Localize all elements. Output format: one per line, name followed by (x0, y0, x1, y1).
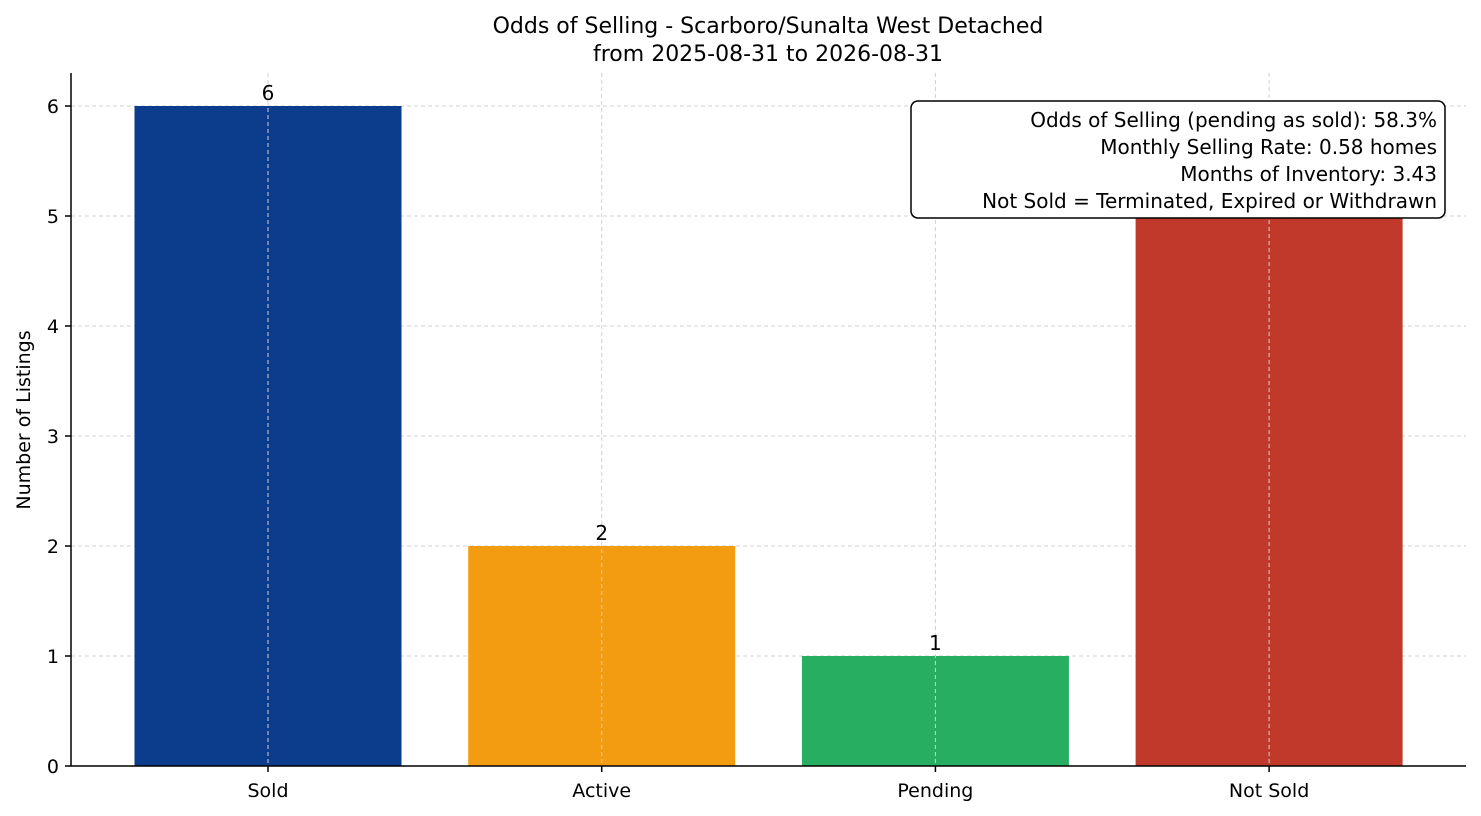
annotation-line: Months of Inventory: 3.43 (1180, 162, 1437, 186)
axes (65, 73, 1466, 772)
x-tick-label: Sold (247, 780, 288, 802)
y-tick-label: 2 (47, 536, 59, 558)
chart-subtitle: from 2025-08-31 to 2026-08-31 (593, 42, 943, 67)
annotation-box (910, 100, 1446, 219)
x-tick-label: Not Sold (1229, 780, 1309, 802)
bar-sold (134, 106, 402, 766)
chart-title: Odds of Selling - Scarboro/Sunalta West … (493, 14, 1044, 39)
x-tick-label: Active (572, 780, 631, 802)
bar-value-label: 6 (262, 81, 275, 105)
annotation-line: Not Sold = Terminated, Expired or Withdr… (982, 189, 1437, 213)
y-tick-label: 5 (47, 206, 59, 228)
y-tick-label: 4 (47, 316, 59, 338)
annotation-line: Monthly Selling Rate: 0.58 homes (1100, 135, 1437, 159)
bar-value-label: 2 (595, 521, 608, 545)
annotation-line: Odds of Selling (pending as sold): 58.3% (1030, 108, 1437, 132)
x-tick-label: Pending (897, 780, 973, 802)
y-tick-label: 0 (47, 756, 59, 778)
y-tick-label: 1 (47, 646, 59, 668)
y-tick-label: 6 (47, 96, 59, 118)
bar-value-label: 1 (929, 631, 942, 655)
y-axis-label: Number of Listings (13, 330, 35, 509)
stats-annotation: Odds of Selling (pending as sold): 58.3%… (910, 100, 1446, 219)
y-tick-label: 3 (47, 426, 59, 448)
